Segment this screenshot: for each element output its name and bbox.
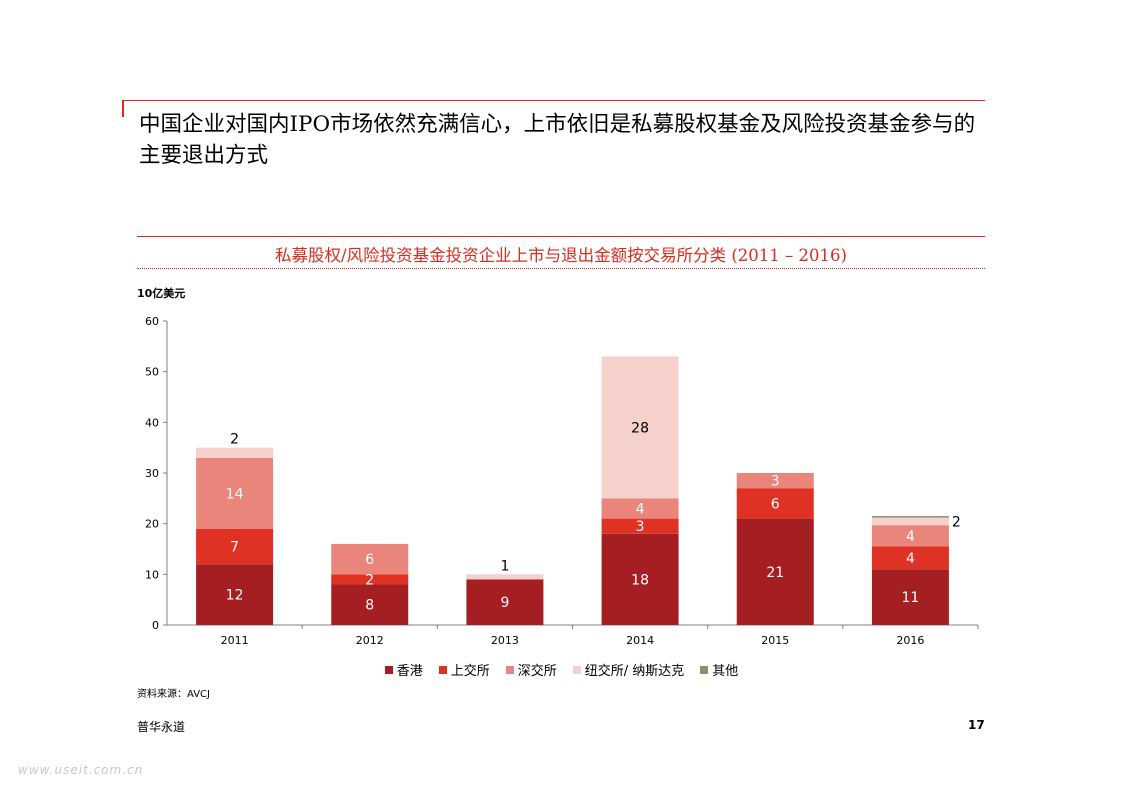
y-tick-label: 40 [145,416,159,429]
legend-item-shanghai: 上交所 [438,660,490,679]
bar-segment [196,564,274,625]
bar-segment [601,498,679,519]
chart-title: 私募股权/风险投资基金投资企业上市与退出金额按交易所分类 (2011 – 201… [275,246,847,265]
data-label: 4 [906,529,915,545]
bar-segment [871,517,949,526]
bar-segment [736,488,814,519]
stacked-bar-chart: 0 10 20 30 40 50 60 2011 12 7 14 2 2012 8 2 6 2013 9 1 2014… [145,315,979,645]
y-tick-label: 20 [145,518,159,531]
bar-segment [601,356,679,499]
y-axis-unit-label: 10亿美元 [137,287,186,300]
data-label: 11 [902,590,920,606]
data-label: 4 [636,501,645,517]
y-tick-label: 0 [152,619,159,632]
data-label: 4 [906,551,915,567]
chart-top-rule [137,236,985,237]
data-label: 12 [226,588,244,604]
legend-swatch-other [700,665,709,674]
y-tick-label: 10 [145,568,159,581]
data-label: 6 [365,552,374,568]
bar-segment [331,584,409,625]
legend-swatch-hongkong [384,665,393,674]
legend-label-hongkong: 香港 [396,664,423,679]
data-label: 28 [631,420,649,436]
x-tick-label: 2016 [896,634,924,645]
x-tick-label: 2014 [626,634,654,645]
title-accent-mark [122,100,124,117]
watermark: www.useit.com.cn [18,763,144,777]
data-label: 2 [952,515,961,531]
data-label: 21 [766,565,784,581]
data-label: 3 [771,474,780,490]
data-label: 9 [500,595,509,611]
bar-segment [601,518,679,534]
x-tick-label: 2015 [761,634,789,645]
chart-legend: 香港 上交所 深交所 纽交所/ 纳斯达克 其他 [0,660,1123,679]
legend-item-shenzhen: 深交所 [505,660,557,679]
bar-segment [196,528,274,565]
bar-segment [871,516,949,518]
legend-swatch-shanghai [438,665,447,674]
data-label: 3 [636,519,645,535]
data-label: 2 [365,572,374,588]
source-note: 资料来源：AVCJ [137,689,210,700]
page-title: 中国企业对国内IPO市场依然充满信心，上市依旧是私募股权基金及风险投资基金参与的… [139,112,976,168]
title-divider [122,100,985,101]
bar-segment [871,525,949,547]
legend-swatch-nyse-nasdaq [572,665,581,674]
y-tick-label: 50 [145,366,159,379]
bar-segment [196,447,274,458]
x-tick-label: 2011 [221,634,249,645]
bar-segment [871,569,949,625]
y-tick-label: 30 [145,467,159,480]
legend-label-shanghai: 上交所 [450,664,490,679]
bar-segment [736,473,814,489]
bar-segment [196,457,274,529]
bar-segment [331,574,409,585]
legend-label-nyse-nasdaq: 纽交所/ 纳斯达克 [584,664,685,679]
data-label: 6 [771,496,780,512]
bar-segment [466,579,544,625]
data-label: 2 [230,432,239,448]
x-tick-label: 2013 [491,634,519,645]
legend-label-other: 其他 [712,664,739,679]
y-tick-label: 60 [145,315,159,328]
legend-item-nyse-nasdaq: 纽交所/ 纳斯达克 [572,660,685,679]
data-label: 18 [631,572,649,588]
bar-segment [601,533,679,625]
x-tick-label: 2012 [356,634,384,645]
legend-item-other: 其他 [700,660,738,679]
bar-segment [466,574,544,580]
bar-segment [736,518,814,625]
data-label: 14 [226,486,244,502]
data-label: 7 [230,539,239,555]
data-label: 8 [365,598,374,614]
legend-label-shenzhen: 深交所 [517,664,557,679]
footer-brand: 普华永道 [137,720,186,734]
bar-segment [871,546,949,570]
page-number: 17 [968,718,985,732]
legend-item-hongkong: 香港 [384,660,423,679]
bar-segment [331,543,409,575]
legend-swatch-shenzhen [505,665,514,674]
data-label: 1 [500,558,509,574]
chart-title-dotted-rule [137,268,985,269]
